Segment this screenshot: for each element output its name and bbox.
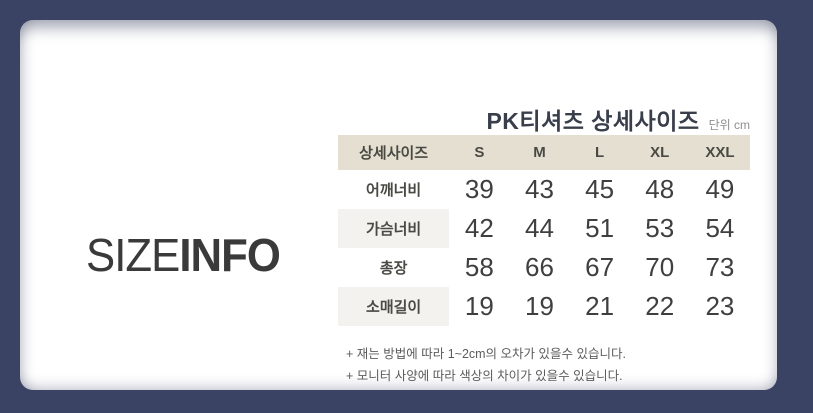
logo-size-text: SIZE [86,229,180,281]
size-value-cell: 73 [705,252,735,282]
column-header-l: L [569,135,630,170]
size-table: 상세사이즈 S M L XL XXL 어깨너비 39 43 45 48 [338,135,750,326]
size-value-cell: 42 [464,213,494,243]
notes: + 재는 방법에 따라 1~2cm의 오차가 있을수 있습니다. + 모니터 사… [338,343,750,387]
note-line-monitor: + 모니터 사양에 따라 색상의 차이가 있을수 있습니다. [346,369,623,383]
size-value-cell: 49 [705,174,735,204]
size-value-cell: 19 [464,291,494,321]
table-row-length: 총장 58 66 67 70 73 [338,248,750,287]
size-chart-section: PK티셔츠 상세사이즈 단위 cm 상세사이즈 S M [338,102,750,387]
table-row-shoulder: 어깨너비 39 43 45 48 49 [338,170,750,209]
column-header-m: M [509,135,570,170]
size-value-cell: 23 [705,291,735,321]
unit-label: 단위 cm [708,118,750,132]
size-value-cell: 43 [525,174,554,204]
size-value-cell: 66 [525,252,554,282]
size-value-cell: 19 [525,291,554,321]
row-label: 가슴너비 [338,209,450,248]
logo-info-text: INFO [179,229,281,281]
row-label: 어깨너비 [366,182,422,199]
column-header-xxl: XXL [689,135,750,170]
size-value-cell: 67 [585,252,615,282]
size-value-cell: 45 [585,174,615,204]
table-row-sleeve: 소매길이 19 19 21 22 23 [338,287,750,326]
table-header-row: 상세사이즈 S M L XL XXL [338,135,750,170]
size-value-cell: 22 [645,291,675,321]
size-value-cell: 39 [464,174,494,204]
size-value-cell: 53 [645,213,675,243]
size-value-cell: 70 [645,252,675,282]
content-panel: SIZEINFO PK티셔츠 상세사이즈 단위 cm 상세사이즈 [20,20,777,390]
row-label: 총장 [379,260,408,277]
row-label: 소매길이 [338,287,450,326]
table-row-chest: 가슴너비 42 44 51 53 54 [338,209,750,248]
size-value-cell: 48 [645,174,675,204]
column-header-xl: XL [629,135,690,170]
title-row: PK티셔츠 상세사이즈 단위 cm [338,102,750,134]
sizeinfo-logo: SIZEINFO [86,229,281,281]
column-header-label: 상세사이즈 [338,135,450,170]
column-header-s: S [449,135,510,170]
size-value-cell: 58 [464,252,494,282]
note-line-measurement: + 재는 방법에 따라 1~2cm의 오차가 있을수 있습니다. [346,347,626,361]
size-value-cell: 51 [585,213,615,243]
table-title: PK티셔츠 상세사이즈 [486,108,700,134]
size-value-cell: 54 [705,213,735,243]
size-value-cell: 21 [585,291,615,321]
size-value-cell: 44 [525,213,554,243]
